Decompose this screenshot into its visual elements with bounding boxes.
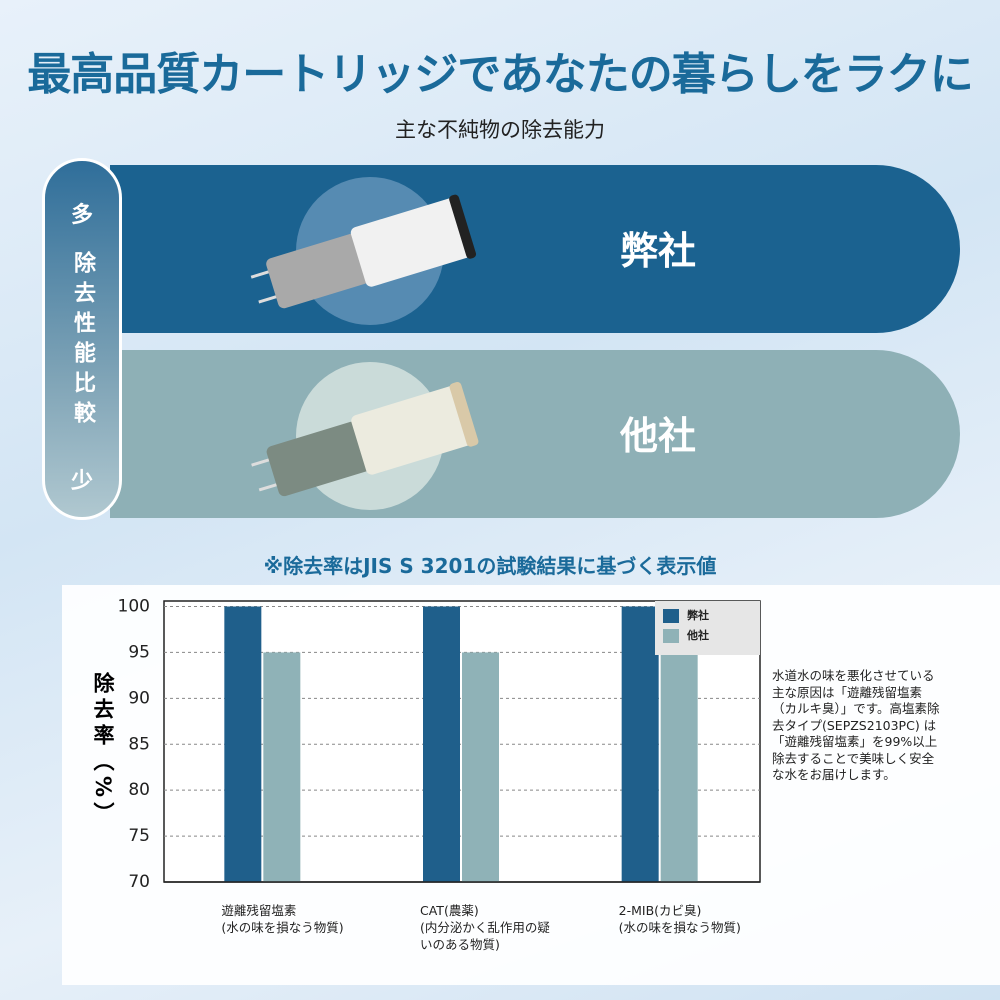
note: ※除去率はJIS S 3201の試験結果に基づく表示値 <box>263 554 717 578</box>
y-tick-label: 90 <box>128 688 150 708</box>
x-tick-label: 2-MIB(カビ臭) <box>618 903 702 918</box>
subtitle: 主な不純物の除去能力 <box>395 118 605 142</box>
cartridge-image <box>251 362 479 510</box>
legend-swatch <box>663 629 679 643</box>
title: 最高品質カートリッジであなたの暮らしをラクに <box>27 49 974 100</box>
side-text: 水道水の味を悪化させている主な原因は「遊離残留塩素（カルキ臭）」です。高塩素除去… <box>772 668 940 782</box>
scale-label: 除去性能比較 <box>70 251 95 431</box>
scale-bar: 多 除去性能比較 少 <box>42 158 122 520</box>
scale-bottom: 少 <box>70 469 93 494</box>
bar <box>423 606 460 882</box>
y-axis-label: 除去率（%） <box>91 672 115 829</box>
y-tick-label: 75 <box>128 826 150 846</box>
y-tick-label: 100 <box>118 597 150 617</box>
x-tick-desc: (水の味を損なう物質) <box>618 920 741 935</box>
row-label: 弊社 <box>620 229 697 273</box>
x-tick-label: CAT(農薬) <box>420 903 479 918</box>
row-ours: 弊社 <box>110 165 960 333</box>
x-tick-desc: (水の味を損なう物質) <box>221 920 344 935</box>
x-tick-label: 遊離残留塩素 <box>221 903 297 918</box>
row-label: 他社 <box>620 414 697 458</box>
bar <box>224 606 262 882</box>
bar <box>263 652 301 882</box>
legend-label: 他社 <box>686 628 709 642</box>
bar <box>621 606 659 882</box>
x-tick-desc: (内分泌かく乱作用の疑いのある物質) <box>420 920 550 952</box>
scale-top: 多 <box>70 203 93 228</box>
legend-swatch <box>663 609 679 623</box>
cartridge-image <box>250 177 477 325</box>
row-others: 他社 <box>110 350 960 518</box>
y-tick-label: 85 <box>128 734 150 754</box>
bar <box>462 652 499 882</box>
legend-label: 弊社 <box>687 608 709 622</box>
y-tick-label: 95 <box>128 642 150 662</box>
y-tick-label: 80 <box>128 780 150 800</box>
bar <box>660 652 698 882</box>
y-tick-label: 70 <box>128 872 150 892</box>
